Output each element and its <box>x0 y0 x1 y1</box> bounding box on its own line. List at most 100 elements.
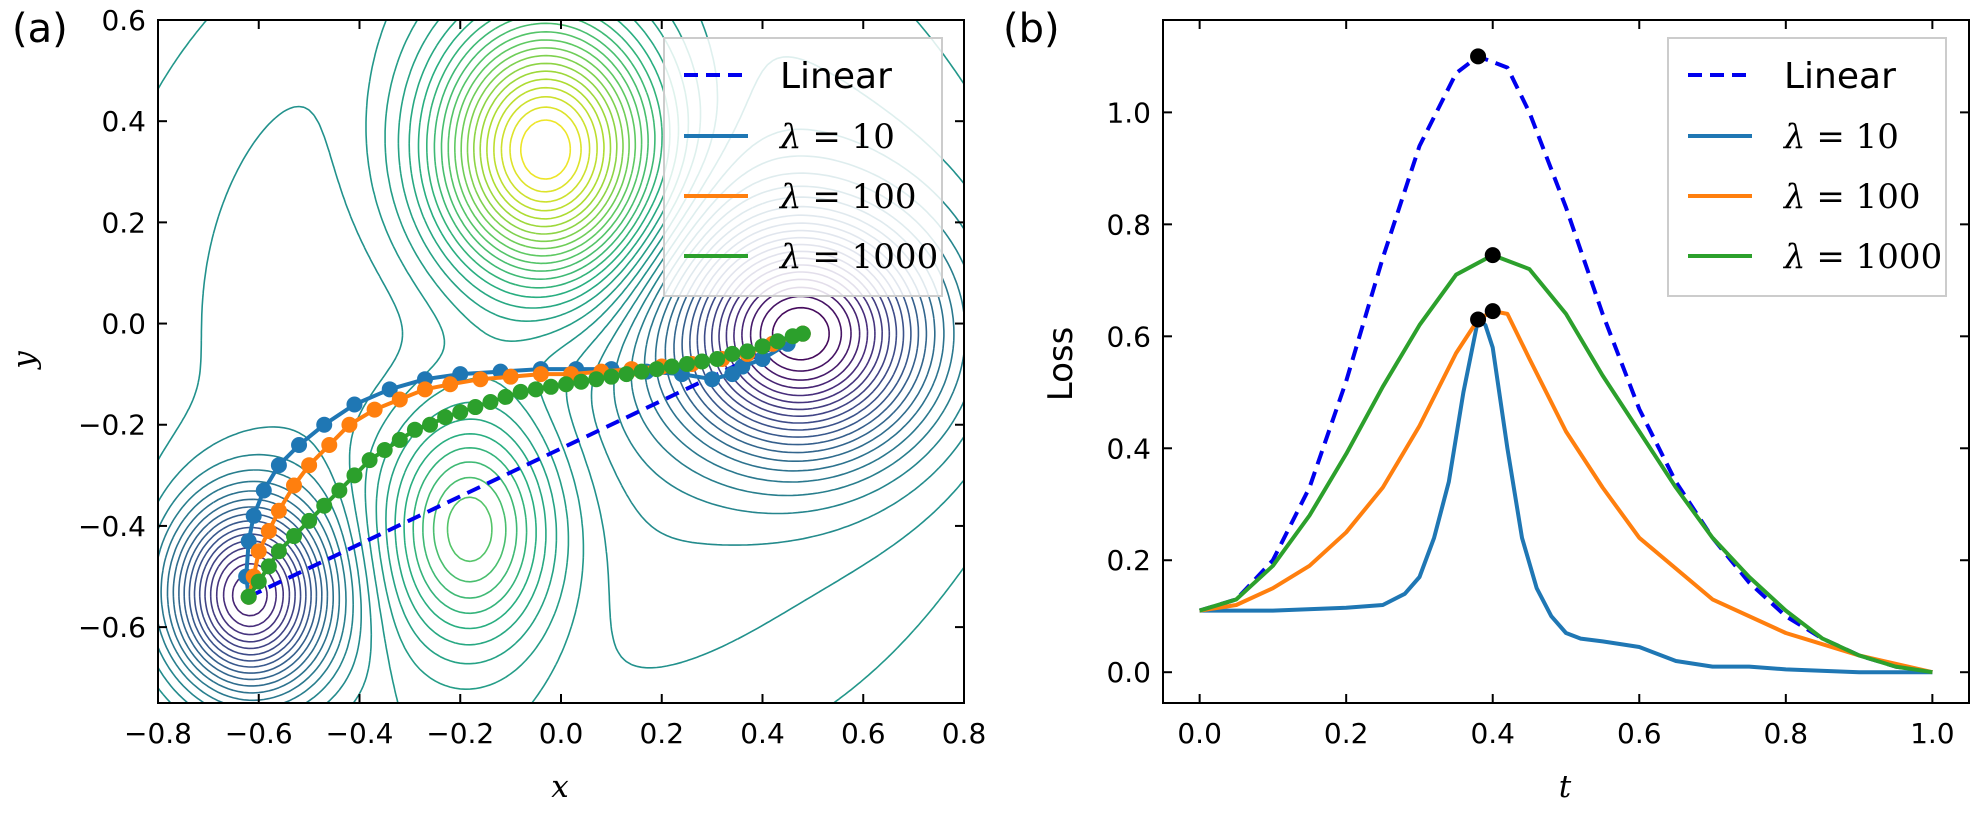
a-series-point-3 <box>497 388 514 405</box>
a-series-point-3 <box>361 452 378 469</box>
a-series-point-3 <box>346 467 363 484</box>
panel-a-chart: −0.8 −0.6 −0.4 −0.2 0.0 0.2 0.4 0.6 0.8−0.6−0.4−… <box>6 4 986 805</box>
b-peak-point <box>1470 311 1487 328</box>
legend-a-linear-label: Linear <box>780 56 892 97</box>
a-series-point-3 <box>769 333 786 350</box>
panel-a-series <box>238 325 811 605</box>
panel-a-label: (a) <box>12 6 68 52</box>
a-series-point-3 <box>709 350 726 367</box>
a-series-point-1 <box>240 533 257 550</box>
a-series-point-3 <box>240 588 257 605</box>
a-series-point-2 <box>270 502 287 519</box>
a-series-point-3 <box>739 343 756 360</box>
a-xtick-label: −0.6 <box>225 717 293 750</box>
a-series-point-3 <box>542 378 559 395</box>
a-series-point-1 <box>316 416 333 433</box>
a-series-point-3 <box>376 442 393 459</box>
panel-b-label: (b) <box>1003 6 1060 52</box>
a-series-point-2 <box>301 457 318 474</box>
contour-line <box>422 20 656 599</box>
a-series-point-3 <box>437 409 454 426</box>
contour-line <box>500 96 591 203</box>
a-xtick-label: −0.8 <box>124 717 192 750</box>
contour-line <box>412 20 663 615</box>
b-xtick-label: 1.0 <box>1910 717 1955 750</box>
a-ytick-label: −0.4 <box>78 510 146 543</box>
panel-a-axes: −0.8 −0.6 −0.4 −0.2 0.0 0.2 0.4 0.6 0.8−0.6−0.4−… <box>78 4 986 750</box>
a-series-point-3 <box>482 393 499 410</box>
contour-line <box>460 47 630 250</box>
a-series-point-3 <box>467 399 484 416</box>
a-ytick-label: 0.2 <box>101 206 146 239</box>
t-axis-label: t <box>1559 769 1572 805</box>
a-xtick-label: −0.4 <box>326 717 394 750</box>
b-ytick-label: 0.4 <box>1106 432 1151 465</box>
panel-b-axes: 0.0 0.2 0.4 0.6 0.8 1.0 0.0 0.2 0.4 0.6 0.8 1.0 <box>1106 20 1969 750</box>
contour-line <box>493 86 598 212</box>
a-ytick-label: 0.0 <box>101 308 146 341</box>
legend-b-box <box>1667 37 1947 297</box>
a-series-point-1 <box>291 436 308 453</box>
a-series-point-3 <box>573 373 590 390</box>
a-series-point-3 <box>724 345 741 362</box>
b-peak-point <box>1470 48 1487 65</box>
a-series-point-3 <box>331 482 348 499</box>
legend-b-l100-label: λ = 100 <box>1782 177 1921 217</box>
contour-line <box>446 31 643 563</box>
a-series-point-2 <box>416 381 433 398</box>
b-ytick-label: 1.0 <box>1106 96 1151 129</box>
a-series-point-3 <box>678 356 695 373</box>
b-xtick-label: 0.6 <box>1617 717 1662 750</box>
a-series-point-1 <box>734 358 751 375</box>
a-series-point-2 <box>532 366 549 383</box>
a-series-point-3 <box>754 338 771 355</box>
a-series-point-3 <box>422 416 439 433</box>
a-series-point-1 <box>452 366 469 383</box>
legend-a-l10-label: λ = 10 <box>778 117 895 157</box>
panel-b-frame <box>1162 19 1970 704</box>
a-series-point-3 <box>527 381 544 398</box>
a-series-point-2 <box>321 436 338 453</box>
a-series-point-2 <box>442 376 459 393</box>
a-series-point-3 <box>286 528 303 545</box>
a-series-point-3 <box>301 512 318 529</box>
contour-line <box>520 119 572 180</box>
a-series-point-3 <box>633 363 650 380</box>
b-xtick-label: 0.8 <box>1764 717 1809 750</box>
legend-b-linear-label: Linear <box>1784 56 1896 97</box>
a-series-point-3 <box>558 376 575 393</box>
a-series-point-2 <box>341 416 358 433</box>
contour-line <box>509 106 582 193</box>
contour-line <box>454 39 637 257</box>
legend-a: Linear λ = 10 λ = 100 λ = 1000 <box>663 37 943 297</box>
b-series-line-2 <box>1199 309 1933 675</box>
a-series-point-2 <box>286 477 303 494</box>
a-series-point-2 <box>260 522 277 539</box>
a-series-point-3 <box>694 353 711 370</box>
contour-line <box>473 62 618 235</box>
a-series-point-1 <box>346 396 363 413</box>
a-ytick-label: 0.4 <box>101 105 146 138</box>
a-series-point-3 <box>663 358 680 375</box>
b-peak-point <box>1484 247 1501 264</box>
b-ytick-label: 0.0 <box>1106 656 1151 689</box>
a-series-point-3 <box>250 573 267 590</box>
legend-b-l1000-label: λ = 1000 <box>1782 237 1942 277</box>
a-ytick-label: −0.2 <box>78 409 146 442</box>
a-series-point-3 <box>512 383 529 400</box>
a-xtick-label: 0.0 <box>539 717 584 750</box>
b-series-line-0 <box>1199 54 1933 675</box>
a-series-point-3 <box>391 431 408 448</box>
contour-line <box>466 54 624 243</box>
legend-a-box <box>663 37 943 297</box>
b-peak-point <box>1484 303 1501 320</box>
a-series-point-3 <box>452 404 469 421</box>
b-series-line-1 <box>1199 317 1933 675</box>
b-xtick-label: 0.0 <box>1177 717 1222 750</box>
b-ytick-label: 0.2 <box>1106 544 1151 577</box>
panel-b-chart: 0.0 0.2 0.4 0.6 0.8 1.0 0.0 0.2 0.4 0.6 0.8 1.0 t L… <box>1041 19 1970 805</box>
a-series-point-3 <box>260 558 277 575</box>
a-series-point-2 <box>391 391 408 408</box>
a-ytick-label: −0.6 <box>78 611 146 644</box>
